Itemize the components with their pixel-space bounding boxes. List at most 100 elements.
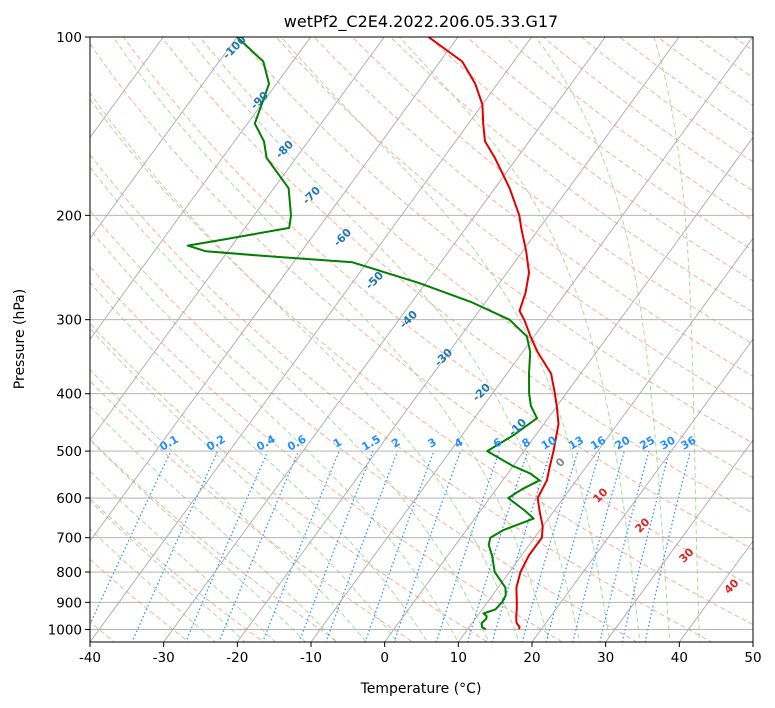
dry-adiabat-line [389,37,753,313]
moist-adiabat-line [90,470,276,642]
mixing-ratio-line [364,450,435,642]
dewpoint-profile-line [186,37,541,631]
isotherms [90,37,753,642]
isotherm-line [90,37,312,341]
x-tick-label: 40 [671,650,688,666]
mixing-ratio-label: 16 [588,433,608,452]
isotherm-line [605,439,753,642]
mixing-ratio-label: 20 [613,433,633,452]
moist-adiabat-line [653,37,701,642]
mixing-ratio-label: 25 [637,434,657,453]
x-tick-label: 20 [523,650,540,666]
dry-adiabat-line [351,37,753,345]
dry-adiabat-line [733,37,753,52]
dry-adiabat-line [199,37,753,479]
isotherm-line [457,237,753,642]
moist-adiabat-label: 10 [591,485,611,505]
mixing-ratio-label: 0.6 [285,432,309,453]
mixing-ratio-label: 1.5 [359,433,382,454]
moist-adiabat-line [281,37,611,642]
y-tick-label: 500 [56,444,82,460]
dry-adiabat-label: -30 [432,346,455,369]
isotherm-line [531,338,753,642]
x-tick-label: 10 [450,650,467,666]
mixing-ratio-label: 13 [566,434,586,453]
dry-adiabat-line [90,209,639,642]
x-tick-label: 30 [597,650,614,666]
mixing-ratio-line [185,450,269,642]
moist-adiabat-line [90,405,337,642]
x-axis-ticks: -40 -30 -20 -10 0 10 20 30 40 50 [79,642,762,666]
x-tick-label: -10 [300,650,322,666]
mixing-ratio-line [298,450,374,642]
dry-adiabat-line [90,558,190,642]
moist-adiabat-label: 20 [633,515,653,535]
chart-title: wetPf2_C2E4.2022.206.05.33.G17 [284,12,558,32]
y-tick-label: 1000 [48,622,82,638]
isotherm-line [90,37,533,642]
moist-adiabat-line [90,327,398,642]
dry-adiabat-line [90,266,564,642]
y-tick-label: 800 [56,565,82,581]
dry-adiabat-label: -60 [331,226,354,249]
dry-adiabat-line [504,37,753,221]
moist-adiabat-line [90,368,367,642]
mixing-ratio-label: 3 [426,436,439,451]
moist-adiabat-label: 30 [677,545,697,565]
moist-adiabat-line [90,228,459,642]
isotherm-line [90,37,385,441]
dry-adiabat-line [90,153,713,642]
isotherm-line [90,37,164,139]
mixing-ratio-line [466,450,529,642]
moist-adiabats [90,37,701,642]
dry-adiabat-line [427,37,753,282]
dry-adiabat-label: -90 [248,89,271,112]
dry-adiabat-line [656,37,753,106]
y-tick-label: 200 [56,208,82,224]
x-axis-label: Temperature (°C) [360,681,482,697]
mixing-ratio-label: 0.4 [254,432,278,453]
moist-adiabat-line [90,166,490,642]
mixing-ratio-line [521,450,579,642]
mixing-ratio-label: 0.2 [204,433,227,454]
dry-adiabat-line [275,37,753,411]
isotherm-line [90,37,238,240]
mixing-ratio-line [131,450,219,642]
y-tick-label: 100 [56,30,82,46]
dry-adiabat-line [313,37,753,377]
x-tick-label: -30 [153,650,175,666]
moist-adiabat-line [399,37,641,642]
plot-frame [89,36,754,643]
moist-adiabat-line [535,37,671,642]
x-tick-label: 50 [744,650,761,666]
dry-adiabat-label: -70 [300,184,323,207]
dry-adiabat-line [90,438,340,642]
mixing-ratio-label: 0.1 [157,433,180,454]
mixing-ratio-label: 1 [331,436,344,451]
mixing-ratio-line [435,450,500,642]
dry-adiabat-line [122,37,753,550]
dry-adiabat-label: -40 [397,308,420,331]
x-tick-label: -20 [226,650,248,666]
moist-adiabat-line [112,37,550,642]
line-labels: 0.1 0.2 0.4 0.6 1 1.5 2 3 4 6 8 10 13 16 20 25 30 36-100-… [157,37,741,597]
y-tick-label: 300 [56,313,82,329]
mixing-ratio-label: 30 [658,433,678,452]
dry-adiabat-label: -20 [470,381,493,404]
x-tick-label: -40 [79,650,101,666]
y-axis-label: Pressure (hPa) [12,289,28,389]
y-axis-ticks: 100 200 300 400 500 600 700 800 900 1000 [48,30,90,638]
dry-adiabat-line [466,37,753,251]
isotherm-line [678,540,753,642]
sounding-series [186,37,560,631]
mixing-ratio-label: 4 [452,435,465,450]
moist-adiabat-line [90,528,216,642]
y-tick-label: 400 [56,387,82,403]
temperature-profile-line [427,37,560,630]
isotherm-line [236,37,680,642]
dry-adiabat-line [90,42,753,588]
dry-adiabat-line [694,37,753,79]
dry-adiabat-line [90,98,753,626]
mixing-ratio-lines [90,450,691,642]
